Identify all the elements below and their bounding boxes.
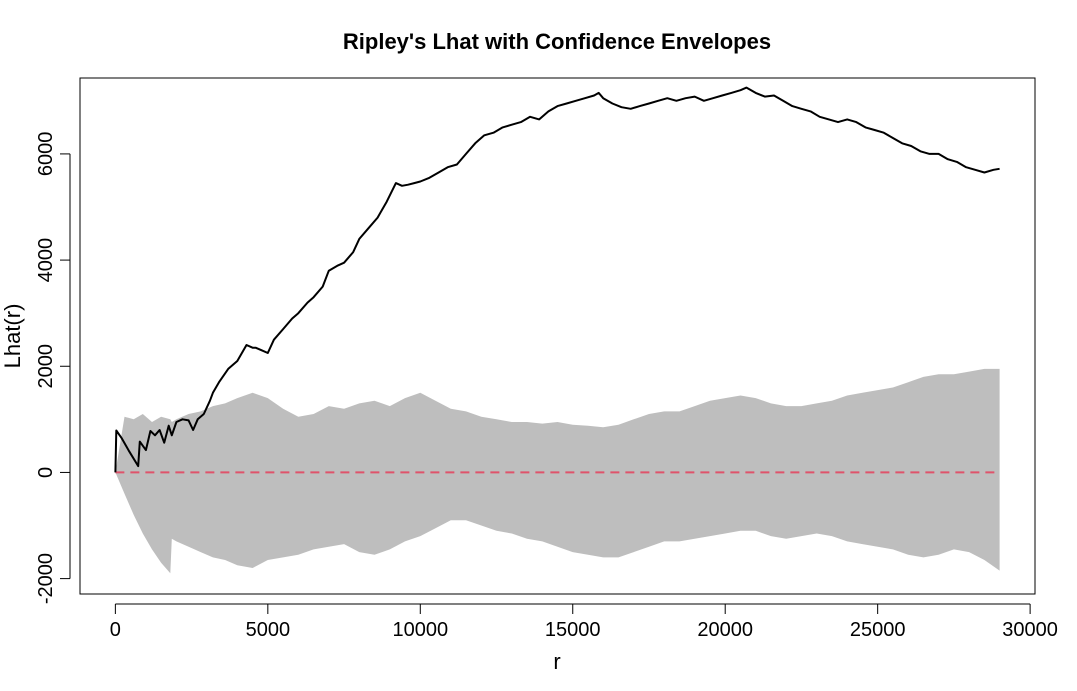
plot-border — [79, 77, 1036, 595]
x-tick-label: 30000 — [1002, 619, 1058, 641]
y-tick-label: 2000 — [35, 344, 57, 389]
x-tick-label: 20000 — [697, 619, 753, 641]
x-tick-label: 25000 — [850, 619, 906, 641]
x-tick-label: 5000 — [246, 619, 291, 641]
plot-area — [114, 86, 1000, 574]
x-tick-label: 10000 — [392, 619, 448, 641]
x-tick-label: 0 — [110, 619, 121, 641]
y-tick-label: 4000 — [35, 238, 57, 283]
chart-title: Ripley's Lhat with Confidence Envelopes — [343, 29, 771, 54]
confidence-envelope — [115, 368, 1000, 574]
x-tick-label: 15000 — [545, 619, 601, 641]
x-axis-label: r — [553, 649, 560, 674]
y-tick-label: 0 — [35, 467, 57, 478]
y-tick-label: 6000 — [35, 132, 57, 177]
y-tick-label: -2000 — [35, 553, 57, 604]
observed-lhat-line — [114, 86, 1000, 473]
y-axis-label: Lhat(r) — [0, 304, 25, 369]
x-axis: 0 5000 10000 15000 20000 25000 30000 — [110, 603, 1058, 641]
y-axis: -2000 0 2000 4000 6000 — [35, 132, 71, 604]
